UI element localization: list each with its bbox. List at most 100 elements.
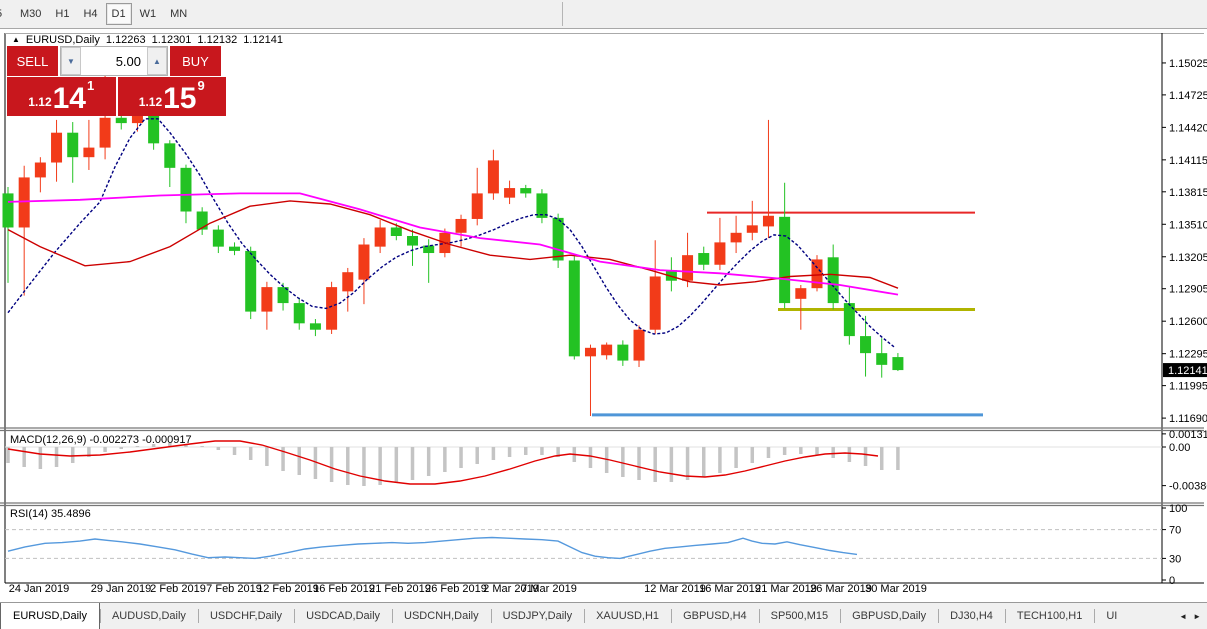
date-label: 24 Jan 2019	[9, 583, 70, 595]
chart-title: ▲ EURUSD,Daily 1.12263 1.12301 1.12132 1…	[12, 33, 283, 46]
date-label: 12 Mar 2019	[644, 583, 706, 595]
timeframe-button-d1[interactable]: D1	[105, 3, 132, 25]
candle-body	[779, 216, 791, 304]
chart-tab-eurusd-daily[interactable]: EURUSD,Daily	[0, 603, 100, 629]
candle-body	[131, 110, 143, 124]
candle-body	[617, 344, 629, 361]
date-label: 7 Mar 2019	[521, 583, 577, 595]
moving-averages	[7, 118, 899, 348]
candle-body	[390, 227, 402, 236]
volume-input[interactable]	[81, 47, 147, 75]
candle-body	[455, 218, 467, 233]
candle-body	[245, 250, 257, 312]
candle-body	[99, 117, 111, 148]
chart-tab-usdchf-daily[interactable]: USDCHF,Daily	[197, 603, 294, 629]
buy-price-pip-digit: 9	[197, 78, 205, 93]
chart-open-value: 1.12263	[105, 33, 146, 46]
date-label: 2 Feb 2019	[150, 583, 206, 595]
chart-tab-tech100-h1[interactable]: TECH100,H1	[1004, 603, 1094, 629]
sell-price-pip-digit: 1	[87, 78, 95, 93]
chart-low-value: 1.12132	[197, 33, 238, 46]
chart-canvas[interactable]: 1.15025 1.14725 1.14420 1.14115 1.13815 1.135…	[0, 33, 1207, 602]
candle-body	[293, 303, 305, 324]
timeframe-button-m30[interactable]: M30	[20, 8, 42, 20]
chart-tab-usdcad-daily[interactable]: USDCAD,Daily	[294, 603, 392, 629]
candle-body	[649, 276, 661, 330]
svg-text:0.001313: 0.001313	[1169, 429, 1207, 441]
volume-group: ▼ ▲	[60, 46, 168, 76]
svg-text:1.12600: 1.12600	[1169, 316, 1207, 328]
scroll-right-icon[interactable]: ►	[1193, 611, 1201, 621]
svg-text:1.12141: 1.12141	[1168, 365, 1207, 377]
timeframe-button-h1[interactable]: H1	[55, 8, 70, 20]
svg-text:1.12905: 1.12905	[1169, 284, 1207, 296]
chart-tab-gbpusd-daily[interactable]: GBPUSD,Daily	[840, 603, 938, 629]
chart-close-value: 1.12141	[243, 33, 283, 46]
chart-tab-gbpusd-h4[interactable]: GBPUSD,H4	[671, 603, 759, 629]
date-label: 16 Mar 2019	[699, 583, 761, 595]
price-divider	[115, 77, 118, 116]
timeframe-button-mn[interactable]: MN	[170, 8, 188, 20]
chart-tab-dj30-h4[interactable]: DJ30,H4	[938, 603, 1005, 629]
horizontal-trend-lines[interactable]	[592, 211, 983, 417]
volume-decrease-button[interactable]: ▼	[61, 47, 81, 75]
svg-text:0.00: 0.00	[1169, 442, 1190, 454]
candle-body	[520, 188, 532, 194]
candle-body	[309, 323, 321, 330]
chart-tab-usdjpy-daily[interactable]: USDJPY,Daily	[490, 603, 585, 629]
candle-body	[811, 259, 823, 289]
rsi-pane: 100 70 30 0	[5, 503, 1187, 587]
date-label: 29 Jan 2019	[91, 583, 152, 595]
macd-pane: 0.0013130.00 -0.003862	[5, 429, 1207, 493]
collapse-triangle-icon[interactable]: ▲	[12, 34, 20, 44]
scroll-left-icon[interactable]: ◄	[1179, 611, 1188, 621]
svg-text:30: 30	[1169, 553, 1181, 565]
buy-price-button[interactable]: 1.12 15 9	[118, 77, 227, 116]
candle-body	[552, 217, 564, 261]
candle-body	[180, 167, 192, 212]
buy-button[interactable]: BUY	[170, 46, 221, 76]
svg-text:1.14725: 1.14725	[1169, 90, 1207, 102]
chart-tab-audusd-daily[interactable]: AUDUSD,Daily	[99, 603, 198, 629]
price-axis: 1.15025 1.14725 1.14420 1.14115 1.13815 1.135…	[1162, 58, 1207, 425]
date-label: 12 Feb 2019	[257, 583, 319, 595]
chart-tab-usdcnh-daily[interactable]: USDCNH,Daily	[392, 603, 491, 629]
pane-borders	[0, 33, 1207, 602]
timeframe-toolbar: 5 M30 H1 H4 D1 W1 MN	[0, 0, 1207, 29]
candle-body	[584, 347, 596, 357]
toolbar-separator	[562, 2, 564, 26]
candle-body	[762, 215, 774, 227]
date-label: 26 Feb 2019	[425, 583, 487, 595]
candlesticks	[2, 65, 904, 416]
date-label: 26 Mar 2019	[810, 583, 872, 595]
date-label: 30 Mar 2019	[865, 583, 927, 595]
date-label: 21 Feb 2019	[369, 583, 431, 595]
candle-body	[358, 244, 370, 280]
sell-button[interactable]: SELL	[7, 46, 58, 76]
candle-body	[601, 344, 613, 356]
chart-tab-xauusd-h1[interactable]: XAUUSD,H1	[584, 603, 671, 629]
timeframe-button-w1[interactable]: W1	[139, 8, 157, 20]
sell-price-big-digits: 14	[52, 82, 86, 115]
candle-body	[860, 336, 872, 354]
macd-signal-value: -0.000917	[142, 434, 192, 446]
candle-body	[326, 287, 338, 330]
sell-price-button[interactable]: 1.12 14 1	[7, 77, 116, 116]
timeframe-button-5[interactable]: 5	[0, 3, 12, 25]
chart-tab-sp500-m15[interactable]: SP500,M15	[758, 603, 840, 629]
pane-separators[interactable]	[0, 427, 1204, 584]
candle-body	[67, 132, 79, 158]
candle-body	[115, 117, 127, 124]
candle-body	[665, 270, 677, 281]
date-label: 7 Feb 2019	[206, 583, 262, 595]
candle-body	[18, 177, 30, 228]
candle-body	[83, 147, 95, 158]
candle-body	[164, 143, 176, 168]
trade-panel-prices: 1.12 14 1 1.12 15 9	[7, 77, 226, 116]
candle-body	[633, 329, 645, 361]
timeframe-button-h4[interactable]: H4	[83, 8, 98, 20]
chart-tab-ui[interactable]: UI	[1094, 603, 1129, 629]
macd-label: MACD(12,26,9) -0.002273 -0.000917	[10, 434, 192, 446]
volume-increase-button[interactable]: ▲	[147, 47, 167, 75]
